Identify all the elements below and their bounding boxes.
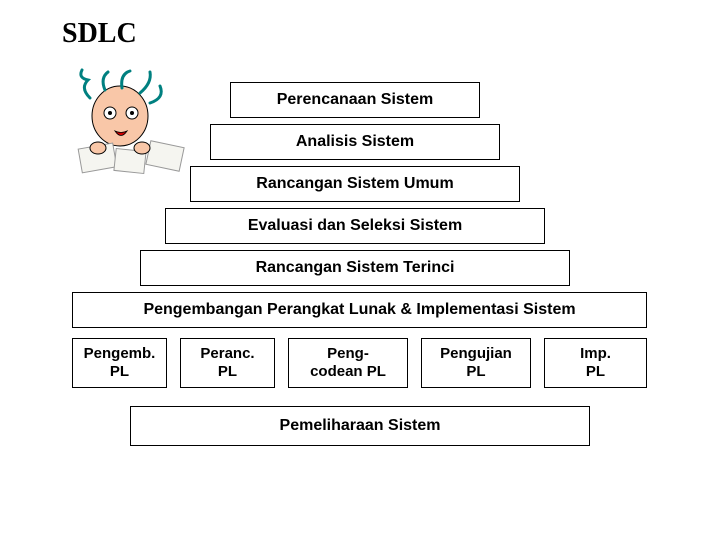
level-2-box: Analisis Sistem xyxy=(210,124,500,160)
level-4-box: Evaluasi dan Seleksi Sistem xyxy=(165,208,545,244)
level-3-box: Rancangan Sistem Umum xyxy=(190,166,520,202)
level-6-box: Pengembangan Perangkat Lunak & Implement… xyxy=(72,292,647,328)
subphase-1-box: Pengemb. PL xyxy=(72,338,167,388)
subphase-5-box: Imp. PL xyxy=(544,338,647,388)
page-title: SDLC xyxy=(62,18,137,50)
subphase-4-box: Pengujian PL xyxy=(421,338,531,388)
subphase-2-box: Peranc. PL xyxy=(180,338,275,388)
level-7-box: Pemeliharaan Sistem xyxy=(130,406,590,446)
level-5-box: Rancangan Sistem Terinci xyxy=(140,250,570,286)
subphase-3-box: Peng- codean PL xyxy=(288,338,408,388)
diagram-stage: Perencanaan Sistem Analisis Sistem Ranca… xyxy=(50,70,670,500)
level-1-box: Perencanaan Sistem xyxy=(230,82,480,118)
